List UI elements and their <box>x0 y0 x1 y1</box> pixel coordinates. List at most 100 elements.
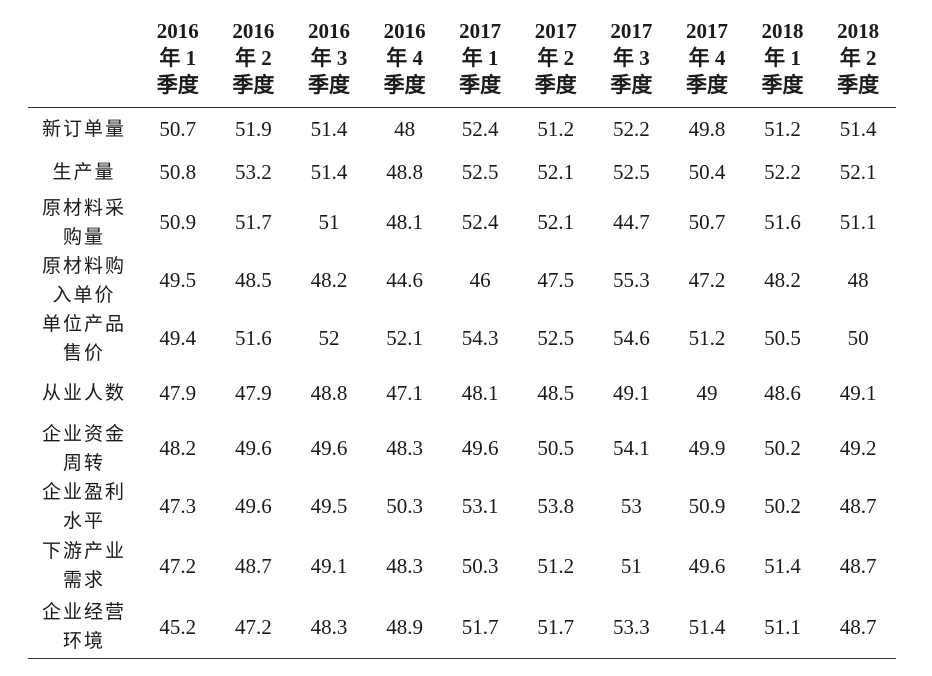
table-cell: 51.2 <box>688 326 726 350</box>
table-row: 生产量 50.8 53.2 51.4 48.8 52.5 52.1 52.5 50.4 52.2 5… <box>28 152 896 194</box>
header-row: 2016 年 1 季度 2016 年 2 季度 2016 年 3 季度 2016 年 4 季度 2017… <box>28 12 896 108</box>
table-cell: 49.5 <box>310 494 348 518</box>
row-label-line: 单位产品 <box>41 312 126 335</box>
column-header-line: 年 1 <box>159 46 197 70</box>
table-cell: 50.7 <box>688 210 726 234</box>
table-cell: 48.9 <box>386 614 423 639</box>
table-cell: 48.2 <box>310 268 348 292</box>
column-header-line: 年 2 <box>537 46 575 70</box>
row-label: 企业经营 环境 <box>28 597 140 659</box>
table-cell: 48.7 <box>839 614 877 639</box>
table-cell: 52.5 <box>612 160 650 184</box>
column-header-line: 2016 <box>307 19 350 43</box>
table-cell: 52.1 <box>537 160 575 184</box>
table-row: 下游产业 需求 47.2 48.7 49.1 48.3 50.3 51.2 51 49.6 51.4… <box>28 536 896 597</box>
table-cell: 51.4 <box>764 553 801 578</box>
table-cell: 49.1 <box>612 381 650 405</box>
table-cell: 49.6 <box>235 494 272 518</box>
table-cell: 47.2 <box>235 614 272 639</box>
table-cell: 50 <box>847 326 869 350</box>
table-cell: 48.3 <box>310 614 348 639</box>
header-corner <box>28 12 140 108</box>
row-label-line: 原材料采 <box>41 196 126 219</box>
table-cell: 48.6 <box>764 381 801 405</box>
table-cell: 53.3 <box>612 614 650 639</box>
table-cell: 54.3 <box>461 326 499 350</box>
table-cell: 48.2 <box>159 436 197 460</box>
table-cell: 52.2 <box>612 117 650 142</box>
column-header-line: 2017 <box>459 19 502 43</box>
column-header-line: 年 1 <box>461 46 499 70</box>
table-cell: 48.8 <box>310 381 348 405</box>
column-header-line: 年 3 <box>310 46 348 70</box>
table-cell: 48.7 <box>839 494 877 518</box>
table-cell: 50.7 <box>159 117 197 142</box>
row-label-line: 入单价 <box>52 283 116 306</box>
row-label-line: 周转 <box>62 451 105 474</box>
table-cell: 51.6 <box>764 210 801 234</box>
table-cell: 48.3 <box>386 436 423 460</box>
table-cell: 48 <box>394 117 416 142</box>
table-cell: 49.5 <box>159 268 197 292</box>
table-cell: 48.2 <box>764 268 801 292</box>
row-label-line: 企业资金 <box>41 422 126 445</box>
table-cell: 51.4 <box>688 614 726 639</box>
table-row: 企业经营 环境 45.2 47.2 48.3 48.9 51.7 51.7 53.3 51.4 51… <box>28 597 896 659</box>
table-cell: 49.4 <box>159 326 197 350</box>
row-label-line: 水平 <box>62 509 105 532</box>
row-label-line: 生产量 <box>52 161 116 183</box>
column-header: 2016 年 1 季度 <box>140 12 216 108</box>
table-cell: 51.9 <box>235 117 272 142</box>
table-cell: 49.6 <box>235 436 272 460</box>
table-cell: 49.6 <box>310 436 348 460</box>
table-cell: 49 <box>696 381 718 405</box>
column-header: 2016 年 4 季度 <box>367 12 443 108</box>
row-label-line: 企业经营 <box>41 601 126 624</box>
table-cell: 50.8 <box>159 160 197 184</box>
row-label-line: 原材料购 <box>41 254 126 277</box>
row-label: 原材料采 购量 <box>28 194 140 252</box>
table-cell: 53.8 <box>537 494 575 518</box>
table-cell: 48 <box>847 268 869 292</box>
table-cell: 53.1 <box>461 494 499 518</box>
column-header: 2016 年 3 季度 <box>291 12 367 108</box>
table-cell: 54.1 <box>612 436 650 460</box>
row-label: 企业资金 周转 <box>28 420 140 478</box>
table-row: 企业盈利 水平 47.3 49.6 49.5 50.3 53.1 53.8 53 50.9 50.2… <box>28 478 896 536</box>
table-cell: 52.5 <box>537 326 575 350</box>
table-cell: 52.2 <box>764 160 801 184</box>
column-header-line: 季度 <box>837 73 880 97</box>
row-label: 单位产品 售价 <box>28 310 140 368</box>
column-header-line: 季度 <box>232 73 275 97</box>
table-cell: 47.1 <box>386 381 423 405</box>
table-cell: 50.2 <box>764 494 801 518</box>
table-cell: 51 <box>318 210 340 234</box>
column-header-line: 2016 <box>156 19 199 43</box>
table-cell: 50.5 <box>764 326 801 350</box>
row-label-line: 新订单量 <box>41 118 126 141</box>
column-header-line: 季度 <box>459 73 502 97</box>
table-cell: 49.8 <box>688 117 726 142</box>
table-cell: 51 <box>620 553 642 578</box>
table-cell: 51.4 <box>310 117 348 142</box>
column-header: 2016 年 2 季度 <box>216 12 292 108</box>
table-cell: 53 <box>620 494 642 518</box>
column-header-line: 2017 <box>685 19 728 43</box>
table-cell: 51.2 <box>537 553 575 578</box>
column-header-line: 季度 <box>534 73 577 97</box>
row-label-line: 从业人数 <box>41 382 126 404</box>
row-label: 新订单量 <box>28 108 140 152</box>
table-cell: 50.9 <box>688 494 726 518</box>
table-row: 原材料购 入单价 49.5 48.5 48.2 44.6 46 47.5 55.3 47.2 48.… <box>28 252 896 310</box>
table-cell: 51.7 <box>461 614 499 639</box>
row-label-line: 售价 <box>62 341 105 364</box>
row-label: 从业人数 <box>28 368 140 420</box>
table-cell: 44.7 <box>612 210 650 234</box>
row-label: 原材料购 入单价 <box>28 252 140 310</box>
table-cell: 49.2 <box>839 436 877 460</box>
column-header-line: 季度 <box>685 73 728 97</box>
column-header: 2017 年 4 季度 <box>669 12 745 108</box>
table-cell: 51.4 <box>839 117 877 142</box>
table-cell: 47.5 <box>537 268 575 292</box>
table-cell: 45.2 <box>159 614 197 639</box>
